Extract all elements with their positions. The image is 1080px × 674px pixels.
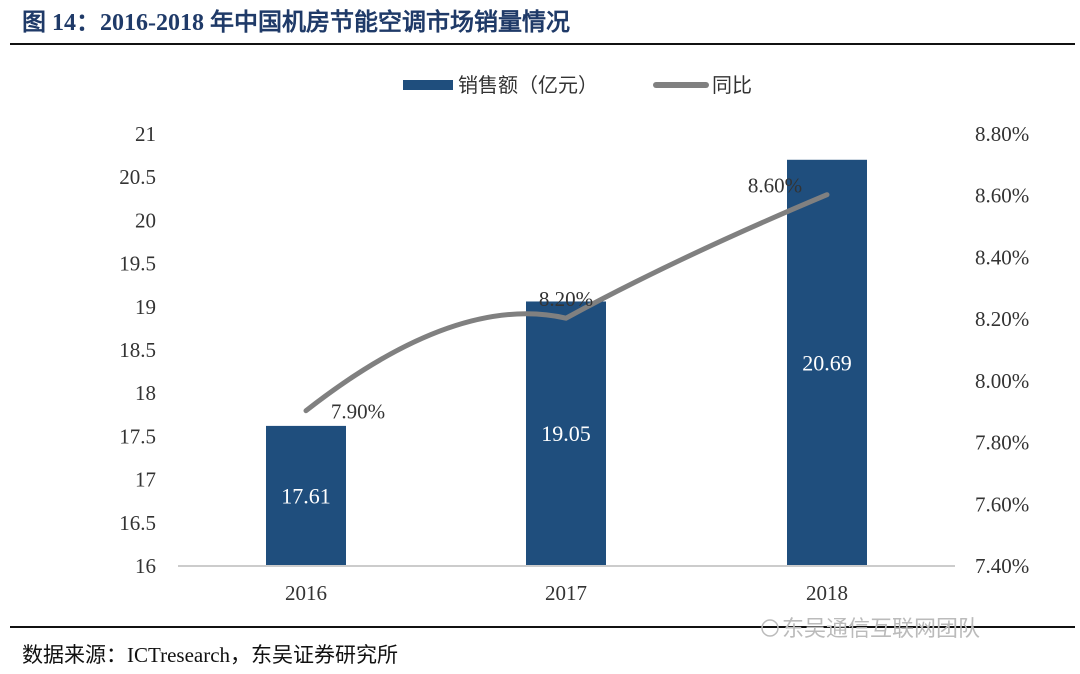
x-tick-label: 2017 [545, 581, 587, 605]
legend-bar-label: 销售额（亿元） [458, 74, 598, 97]
wechat-icon [761, 619, 779, 637]
right-tick-label: 8.60% [975, 184, 1029, 208]
line-data-label: 8.60% [748, 174, 802, 198]
x-tick-label: 2018 [806, 581, 848, 605]
left-tick-label: 20.5 [119, 165, 156, 189]
bar-data-label: 20.69 [802, 350, 852, 375]
right-tick-label: 8.00% [975, 369, 1029, 393]
right-tick-label: 8.20% [975, 307, 1029, 331]
right-tick-label: 8.40% [975, 245, 1029, 269]
left-tick-label: 17 [135, 468, 156, 492]
left-tick-label: 18 [135, 381, 156, 405]
line-series [303, 192, 830, 414]
x-tick-label: 2016 [285, 581, 327, 605]
left-tick-label: 17.5 [119, 424, 156, 448]
left-tick-label: 19 [135, 295, 156, 319]
left-tick-label: 16.5 [119, 511, 156, 535]
right-tick-label: 8.80% [975, 122, 1029, 146]
chart-title: 图 14：2016-2018 年中国机房节能空调市场销量情况 [22, 8, 570, 36]
bar [266, 425, 346, 565]
left-tick-label: 18.5 [119, 338, 156, 362]
bar-data-label: 17.61 [281, 483, 331, 508]
legend: 销售额（亿元） 同比 [403, 74, 752, 97]
left-tick-label: 21 [135, 122, 156, 146]
left-tick-label: 19.5 [119, 252, 156, 276]
bar-data-label: 19.05 [541, 421, 591, 446]
source-note: 数据来源：ICTresearch，东吴证券研究所 [22, 643, 398, 667]
line-data-label: 7.90% [331, 400, 385, 424]
right-tick-label: 7.60% [975, 492, 1029, 516]
left-tick-label: 20 [135, 208, 156, 232]
bar [526, 301, 606, 565]
legend-line-label: 同比 [712, 74, 752, 97]
right-tick-label: 7.40% [975, 554, 1029, 578]
legend-bar-swatch [403, 80, 453, 90]
bar [787, 159, 867, 565]
right-tick-label: 7.80% [975, 431, 1029, 455]
watermark: 东吴通信互联网团队 [782, 617, 980, 642]
left-tick-label: 16 [135, 554, 156, 578]
line-data-label: 8.20% [539, 287, 593, 311]
